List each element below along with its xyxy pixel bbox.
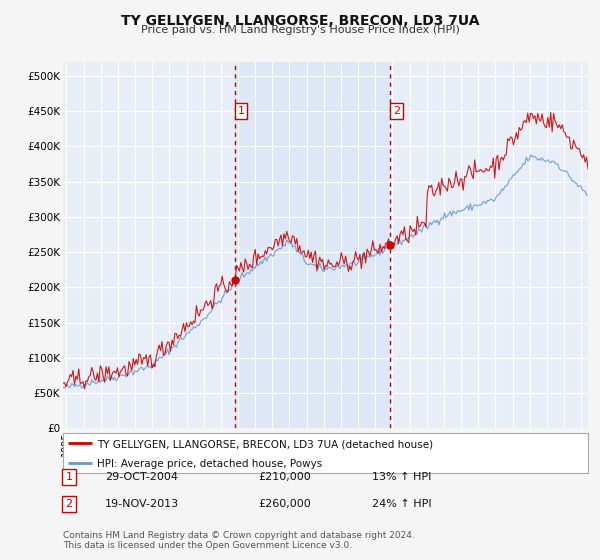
Text: 1: 1 [238,106,245,116]
Text: TY GELLYGEN, LLANGORSE, BRECON, LD3 7UA: TY GELLYGEN, LLANGORSE, BRECON, LD3 7UA [121,14,479,28]
Text: 19-NOV-2013: 19-NOV-2013 [105,499,179,509]
Text: 2: 2 [65,499,73,509]
Text: £210,000: £210,000 [258,472,311,482]
Text: TY GELLYGEN, LLANGORSE, BRECON, LD3 7UA (detached house): TY GELLYGEN, LLANGORSE, BRECON, LD3 7UA … [97,439,433,449]
Text: This data is licensed under the Open Government Licence v3.0.: This data is licensed under the Open Gov… [63,541,352,550]
Text: £260,000: £260,000 [258,499,311,509]
Text: 29-OCT-2004: 29-OCT-2004 [105,472,178,482]
Text: Price paid vs. HM Land Registry's House Price Index (HPI): Price paid vs. HM Land Registry's House … [140,25,460,35]
Text: 13% ↑ HPI: 13% ↑ HPI [372,472,431,482]
Text: Contains HM Land Registry data © Crown copyright and database right 2024.: Contains HM Land Registry data © Crown c… [63,531,415,540]
Bar [235,62,391,428]
Text: HPI: Average price, detached house, Powys: HPI: Average price, detached house, Powy… [97,459,322,469]
Text: 24% ↑ HPI: 24% ↑ HPI [372,499,431,509]
Text: 1: 1 [65,472,73,482]
Text: 2: 2 [393,106,400,116]
